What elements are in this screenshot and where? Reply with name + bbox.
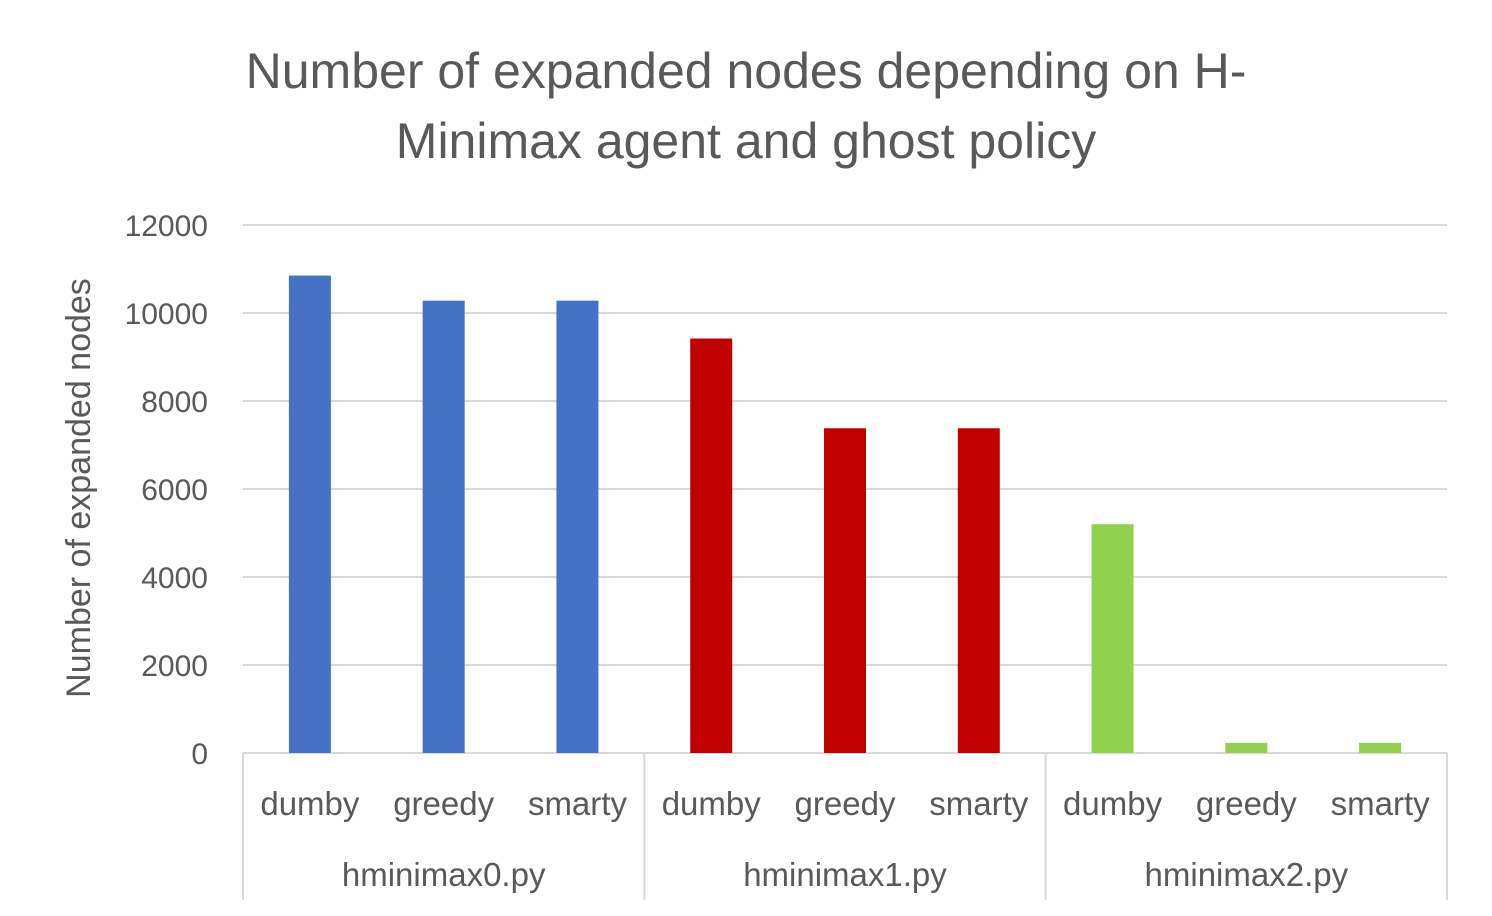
x-category-label: dumby xyxy=(1063,785,1163,822)
chart-title-line-2: Minimax agent and ghost policy xyxy=(396,113,1096,169)
bar-hminimax0-py-smarty xyxy=(556,300,599,753)
x-group-label: hminimax0.py xyxy=(342,856,546,893)
bar-hminimax2-py-greedy xyxy=(1225,742,1268,753)
y-tick-label: 10000 xyxy=(125,298,208,331)
bar-hminimax2-py-dumby xyxy=(1091,524,1134,753)
y-tick-label: 6000 xyxy=(141,474,208,507)
y-axis-ticks: 0 2000 4000 6000 8000 10000 12000 xyxy=(125,210,208,771)
x-axis: dumby greedy smarty hminimax0.py dumby greedy… xyxy=(242,753,1448,900)
bar-hminimax1-py-greedy xyxy=(824,428,866,753)
x-category-label: smarty xyxy=(1331,785,1431,822)
y-tick-label: 8000 xyxy=(141,386,208,419)
chart-title-line-1: Number of expanded nodes depending on H- xyxy=(246,43,1247,99)
x-group-label: hminimax1.py xyxy=(743,856,947,893)
x-category-label: smarty xyxy=(528,785,628,822)
y-tick-label: 0 xyxy=(191,738,208,771)
bar-hminimax0-py-greedy xyxy=(422,300,465,753)
bar-hminimax0-py-dumby xyxy=(288,275,331,753)
x-category-label: dumby xyxy=(662,785,762,822)
x-category-label: greedy xyxy=(795,785,896,822)
x-category-label: greedy xyxy=(393,785,494,822)
x-category-label: smarty xyxy=(929,785,1029,822)
y-tick-label: 2000 xyxy=(141,650,208,683)
y-axis-label: Number of expanded nodes xyxy=(60,278,98,698)
y-tick-label: 12000 xyxy=(125,210,208,243)
x-category-label: dumby xyxy=(260,785,360,822)
x-group-label: hminimax2.py xyxy=(1145,856,1349,893)
bar-hminimax1-py-dumby xyxy=(690,338,733,753)
x-category-label: greedy xyxy=(1196,785,1297,822)
bars xyxy=(288,275,1402,753)
bar-hminimax1-py-smarty xyxy=(957,428,1000,753)
bar-hminimax2-py-smarty xyxy=(1359,742,1402,753)
y-tick-label: 4000 xyxy=(141,562,208,595)
